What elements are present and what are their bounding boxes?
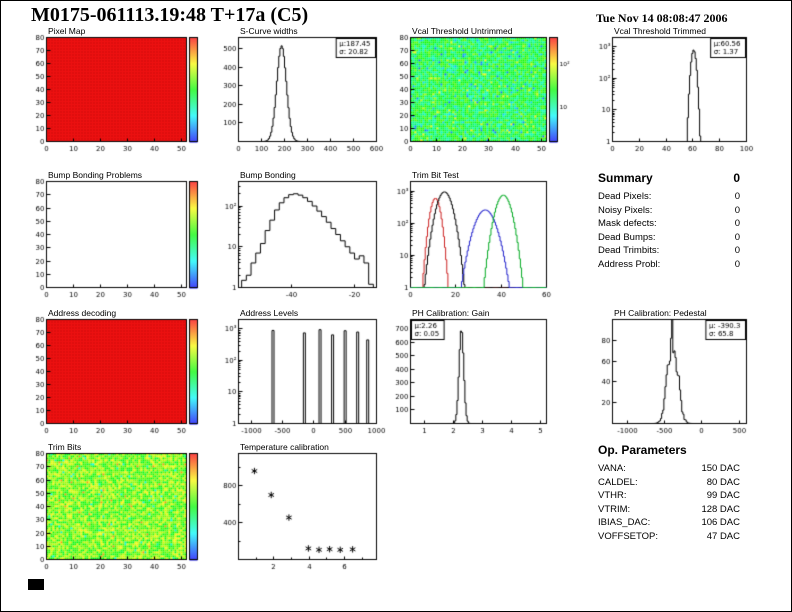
panel-temperature-calibration: Temperature calibration xyxy=(212,441,394,574)
op-param-row: CALDEL: 80 DAC xyxy=(598,476,740,490)
panel-title-ph-gain: PH Calibration: Gain xyxy=(412,308,490,318)
summary-label: Noisy Pixels: xyxy=(598,204,653,216)
panel-title-trim-bit-test: Trim Bit Test xyxy=(412,170,459,180)
op-param-value: 128 DAC xyxy=(701,503,740,515)
summary-value: 0 xyxy=(734,191,740,202)
op-param-value: 106 DAC xyxy=(701,517,740,528)
panel-title-address-decoding: Address decoding xyxy=(48,308,117,318)
summary-rows: Dead Pixels: 0 Noisy Pixels: 0 Mask defects:… xyxy=(598,190,740,271)
op-param-row: VANA: 150 DAC xyxy=(598,462,740,476)
op-parameters-title: Op. Parameters xyxy=(598,443,687,457)
op-param-value: 80 DAC xyxy=(706,476,740,488)
op-parameters-header: Op. Parameters xyxy=(598,443,740,457)
summary-header: Summary 0 xyxy=(598,171,740,185)
summary-total: 0 xyxy=(733,171,740,185)
address-levels-plot xyxy=(212,307,394,438)
panel-trim-bit-test: Trim Bit Test xyxy=(384,169,564,302)
summary-title: Summary xyxy=(598,171,653,185)
summary-block: Summary 0 Dead Pixels: 0 Noisy Pixels: 0 Mas… xyxy=(598,171,740,271)
ph-gain-plot xyxy=(384,307,564,438)
panel-title-vcal-trimmed: Vcal Threshold Trimmed xyxy=(614,26,706,36)
op-param-value: 47 DAC xyxy=(706,530,740,542)
op-param-label: VANA: xyxy=(598,463,626,474)
vcal-untrimmed-plot xyxy=(384,25,576,156)
summary-row: Mask defects: 0 xyxy=(598,217,740,231)
op-param-label: VTRIM: xyxy=(598,503,631,515)
op-param-label: VOFFSETOP: xyxy=(598,530,659,542)
panel-vcal-untrimmed: Vcal Threshold Untrimmed xyxy=(384,25,576,156)
panel-address-decoding: Address decoding xyxy=(20,307,216,438)
panel-bump-problems: Bump Bonding Problems xyxy=(20,169,216,302)
summary-row: Address Probl: 0 xyxy=(598,258,740,272)
panel-ph-pedestal: PH Calibration: Pedestal xyxy=(586,307,764,438)
summary-label: Dead Bumps: xyxy=(598,231,656,243)
panel-title-vcal-untrimmed: Vcal Threshold Untrimmed xyxy=(412,26,513,36)
op-param-value: 99 DAC xyxy=(706,490,740,501)
op-param-label: IBIAS_DAC: xyxy=(598,517,651,528)
panel-title-address-levels: Address Levels xyxy=(240,308,299,318)
panel-title-pixel-map: Pixel Map xyxy=(48,26,86,36)
panel-title-ph-pedestal: PH Calibration: Pedestal xyxy=(614,308,707,318)
vcal-trimmed-plot xyxy=(586,25,764,156)
panel-ph-gain: PH Calibration: Gain xyxy=(384,307,564,438)
timestamp: Tue Nov 14 08:08:47 2006 xyxy=(596,11,728,25)
pixel-map-plot xyxy=(20,25,216,156)
summary-value: 0 xyxy=(734,218,740,229)
summary-value: 0 xyxy=(734,231,740,243)
page-title: M0175-061113.19:48 T+17a (C5) xyxy=(31,4,309,26)
trim-bits-plot xyxy=(20,441,216,574)
address-decoding-plot xyxy=(20,307,216,438)
scurve-widths-plot xyxy=(212,25,394,156)
op-param-label: CALDEL: xyxy=(598,476,638,488)
panel-vcal-trimmed: Vcal Threshold Trimmed xyxy=(586,25,764,156)
op-parameters-block: Op. Parameters VANA: 150 DAC CALDEL: 80 DAC… xyxy=(598,443,740,543)
temperature-calibration-plot xyxy=(212,441,394,574)
op-param-row: VTHR: 99 DAC xyxy=(598,489,740,503)
panel-title-temperature-calibration: Temperature calibration xyxy=(240,442,329,452)
panel-title-bump-bonding: Bump Bonding xyxy=(240,170,296,180)
op-param-row: VOFFSETOP: 47 DAC xyxy=(598,530,740,544)
summary-value: 0 xyxy=(734,245,740,256)
op-param-value: 150 DAC xyxy=(701,463,740,474)
summary-row: Dead Pixels: 0 xyxy=(598,190,740,204)
panel-bump-bonding: Bump Bonding xyxy=(212,169,394,302)
panel-trim-bits: Trim Bits xyxy=(20,441,216,574)
panel-title-trim-bits: Trim Bits xyxy=(48,442,82,452)
bump-bonding-plot xyxy=(212,169,394,302)
panel-title-bump-problems: Bump Bonding Problems xyxy=(48,170,143,180)
bump-problems-plot xyxy=(20,169,216,302)
panel-scurve-widths: S-Curve widths xyxy=(212,25,394,156)
op-param-row: VTRIM: 128 DAC xyxy=(598,503,740,517)
summary-row: Noisy Pixels: 0 xyxy=(598,204,740,218)
summary-value: 0 xyxy=(734,204,740,216)
summary-row: Dead Bumps: 0 xyxy=(598,231,740,245)
summary-label: Dead Trimbits: xyxy=(598,245,660,256)
summary-label: Mask defects: xyxy=(598,218,657,229)
summary-value: 0 xyxy=(734,258,740,270)
op-parameters-rows: VANA: 150 DAC CALDEL: 80 DAC VTHR: 99 DAC VTRI… xyxy=(598,462,740,543)
canvas-corner-marker xyxy=(28,579,44,590)
summary-label: Dead Pixels: xyxy=(598,191,652,202)
panel-title-scurve-widths: S-Curve widths xyxy=(240,26,298,36)
summary-row: Dead Trimbits: 0 xyxy=(598,244,740,258)
panel-address-levels: Address Levels xyxy=(212,307,394,438)
ph-pedestal-plot xyxy=(586,307,764,438)
panel-pixel-map: Pixel Map xyxy=(20,25,216,156)
summary-label: Address Probl: xyxy=(598,258,661,270)
trim-bit-test-plot xyxy=(384,169,564,302)
op-param-row: IBIAS_DAC: 106 DAC xyxy=(598,516,740,530)
op-param-label: VTHR: xyxy=(598,490,627,501)
